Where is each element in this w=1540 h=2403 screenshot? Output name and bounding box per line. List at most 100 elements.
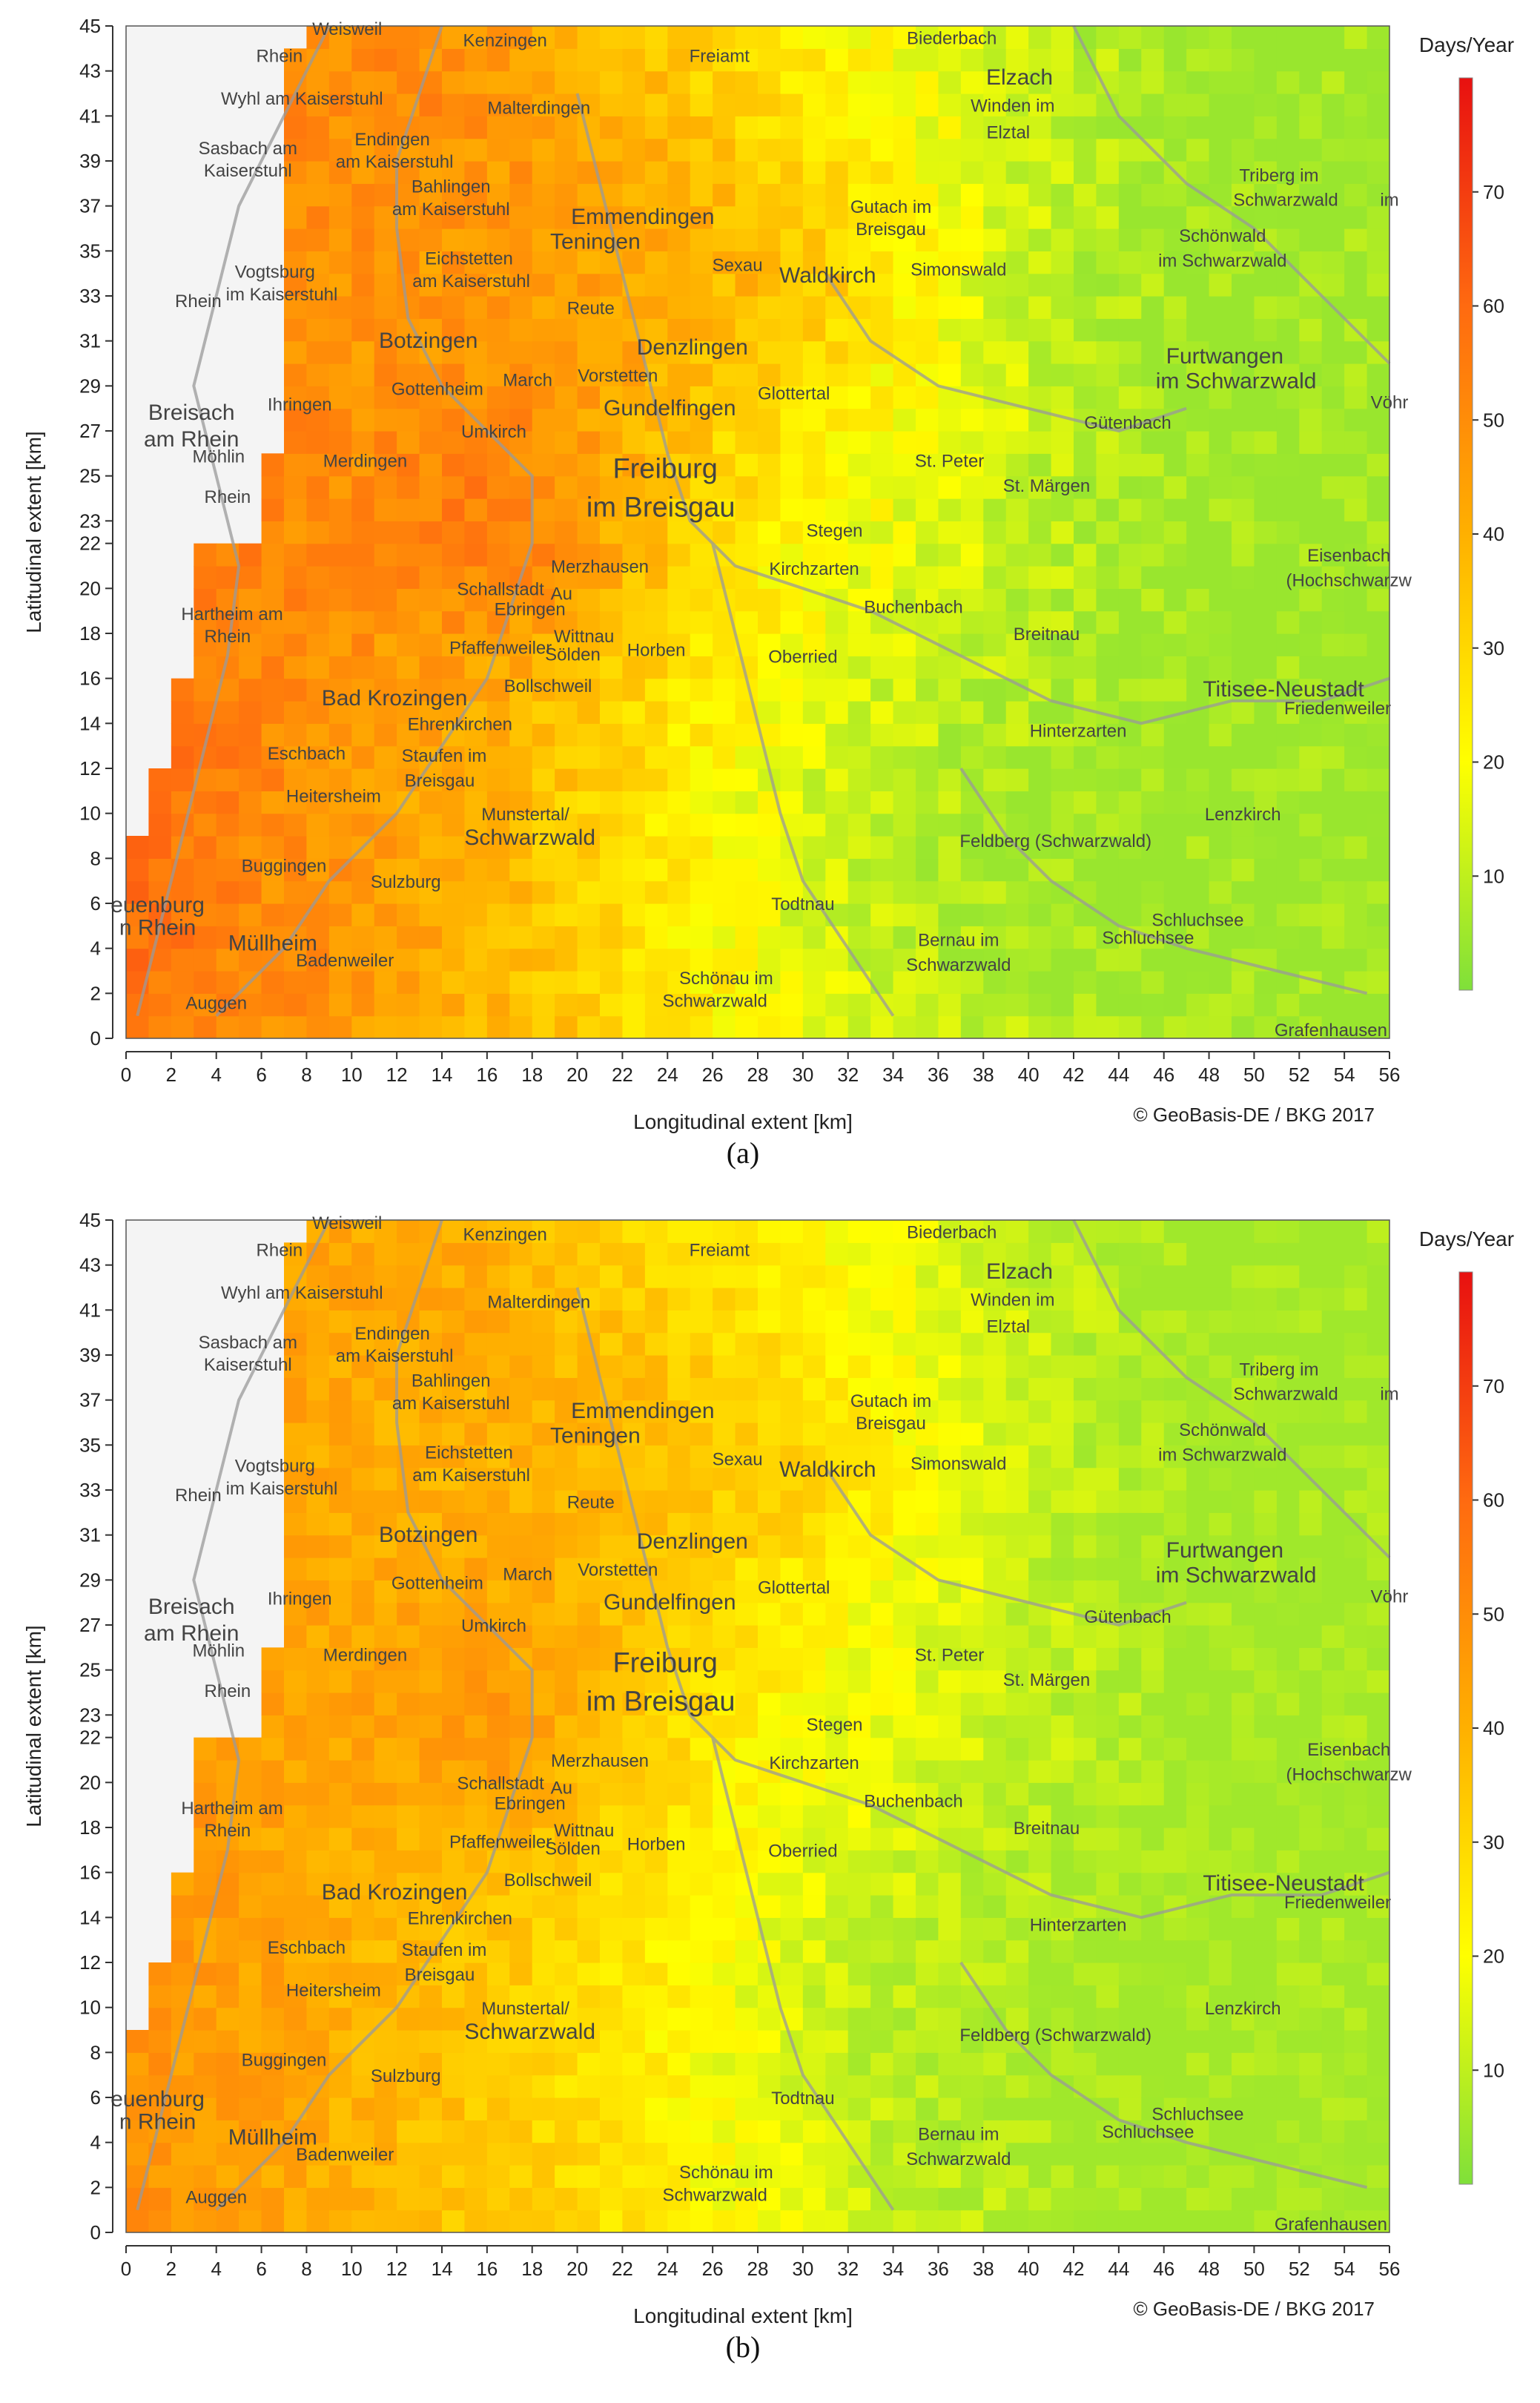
grid-cell (622, 138, 646, 162)
grid-cell (509, 2142, 533, 2166)
grid-cell (1276, 453, 1300, 477)
place-label: im Schwarzwald (1158, 251, 1286, 271)
grid-cell (960, 948, 984, 972)
grid-cell (780, 498, 804, 521)
grid-cell (938, 453, 962, 477)
grid-cell (1209, 386, 1232, 409)
grid-cell (983, 768, 1007, 791)
grid-cell (1254, 2030, 1278, 2053)
grid-cell (1209, 2074, 1232, 2098)
grid-cell (1096, 993, 1120, 1017)
grid-cell (1074, 93, 1097, 116)
grid-cell (397, 161, 420, 184)
grid-cell (780, 1288, 804, 1311)
grid-cell (464, 2007, 488, 2031)
grid-cell (509, 948, 533, 972)
grid-cell (555, 1895, 578, 1918)
grid-cell (1141, 1512, 1165, 1536)
grid-cell (328, 723, 352, 747)
grid-cell (735, 836, 759, 859)
grid-cell (847, 116, 871, 139)
grid-cell (758, 498, 781, 521)
grid-cell (847, 453, 871, 477)
grid-cell (1186, 1332, 1210, 1356)
grid-cell (194, 588, 217, 612)
grid-cell (1209, 1827, 1232, 1850)
grid-cell (419, 971, 443, 994)
grid-cell (802, 431, 826, 454)
grid-cell (1186, 521, 1210, 544)
grid-cell (284, 2007, 308, 2031)
grid-cell (1254, 745, 1278, 769)
grid-cell (667, 70, 691, 94)
grid-cell (847, 1220, 871, 1243)
grid-cell (644, 1355, 668, 1378)
place-label: Furtwangen (1166, 1538, 1283, 1563)
grid-cell (644, 1332, 668, 1356)
grid-cell (1051, 1400, 1074, 1423)
grid-cell (1276, 363, 1300, 386)
grid-cell (825, 183, 849, 207)
grid-cell (1005, 768, 1029, 791)
grid-cell (126, 2142, 150, 2166)
grid-cell (306, 1265, 330, 1288)
grid-cell (1028, 1423, 1052, 1446)
grid-cell (486, 1445, 510, 1468)
grid-cell (938, 183, 962, 207)
grid-cell (1118, 138, 1142, 162)
grid-cell (644, 1015, 668, 1038)
grid-cell (1299, 588, 1323, 612)
grid-cell (1051, 836, 1074, 859)
grid-cell (464, 161, 488, 184)
grid-cell (780, 1895, 804, 1918)
grid-cell (1366, 1015, 1389, 1038)
grid-cell (555, 971, 578, 994)
grid-cell (1254, 610, 1278, 634)
grid-cell (758, 205, 781, 229)
grid-cell (825, 116, 849, 139)
grid-cell (577, 363, 601, 386)
grid-cell (464, 1535, 488, 1558)
grid-cell (1299, 2142, 1323, 2166)
grid-cell (261, 633, 285, 656)
grid-cell (284, 1445, 308, 1468)
grid-cell (1366, 1625, 1389, 1648)
place-label: am Kaiserstuhl (336, 1346, 454, 1366)
grid-cell (464, 228, 488, 251)
grid-cell (847, 880, 871, 904)
grid-cell (644, 26, 668, 49)
grid-cell (847, 1917, 871, 1941)
grid-cell (284, 1535, 308, 1558)
grid-cell (328, 1962, 352, 1985)
grid-cell (328, 633, 352, 656)
grid-cell (374, 1669, 397, 1693)
grid-cell (1005, 2187, 1029, 2211)
grid-cell (328, 1827, 352, 1850)
place-label: Friedenweiler (1284, 1893, 1391, 1913)
grid-cell (916, 1939, 939, 1963)
grid-cell (780, 880, 804, 904)
grid-cell (555, 1355, 578, 1378)
place-label: Sasbach am (199, 1333, 297, 1353)
grid-cell (486, 340, 510, 364)
grid-cell (1118, 1669, 1142, 1693)
grid-cell (577, 1962, 601, 1985)
grid-cell (1366, 1512, 1389, 1536)
grid-cell (284, 1602, 308, 1626)
grid-cell (328, 2030, 352, 2053)
grid-cell (306, 1737, 330, 1761)
grid-cell (306, 1490, 330, 1513)
grid-cell (442, 588, 466, 612)
grid-cell (374, 273, 397, 297)
grid-cell (960, 296, 984, 319)
place-label: Glottertal (758, 384, 830, 404)
grid-cell (938, 701, 962, 724)
grid-cell (374, 678, 397, 702)
place-label: Badenweiler (296, 951, 394, 971)
grid-cell (983, 2120, 1007, 2143)
grid-cell (397, 183, 420, 207)
grid-cell (960, 791, 984, 814)
grid-cell (509, 926, 533, 949)
grid-cell (374, 543, 397, 567)
grid-cell (1005, 880, 1029, 904)
